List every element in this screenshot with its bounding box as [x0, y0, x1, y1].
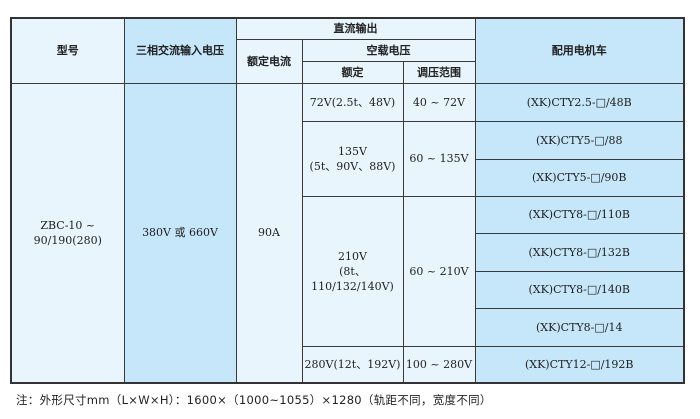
rated-voltage-cell: 210V (8t、110/132/140V): [301, 195, 404, 347]
header-dc-output: 直流输出: [235, 17, 476, 40]
spec-table: 型号 三相交流输入电压 直流输出 配用电机车 额定电流 空载电压 额定 调压范围…: [10, 17, 685, 384]
header-rated: 额定: [301, 60, 404, 84]
dimension-note: 注：外形尺寸mm（L×W×H）：1600×（1000~1055）×1280（轨距…: [16, 393, 492, 407]
rated-voltage-cell: 280V(12t、192V): [301, 345, 404, 384]
header-model: 型号: [10, 17, 125, 84]
rated-voltage: 72V(2.5t、48V): [309, 95, 396, 109]
rated-voltage-cell: 135V (5t、90V、88V): [301, 120, 404, 197]
rated-voltage-detail: (5t、90V、88V): [309, 159, 396, 173]
rated-voltage: 210V: [338, 249, 367, 263]
header-input-voltage: 三相交流输入电压: [123, 17, 237, 84]
model-cell: ZBC-10 ~ 90/190(280): [10, 82, 125, 384]
header-regulation-range: 调压范围: [402, 60, 476, 84]
header-rated-current: 额定电流: [235, 38, 303, 84]
vehicle-cell: (XK)CTY8-□/110B: [474, 195, 685, 234]
vehicle-cell: (XK)CTY8-□/140B: [474, 270, 685, 309]
range-cell: 40 ~ 72V: [402, 82, 476, 122]
rated-voltage: 135V: [338, 144, 367, 158]
header-matching-vehicle: 配用电机车: [474, 17, 685, 84]
range-cell: 60 ~ 135V: [402, 120, 476, 197]
vehicle-cell: (XK)CTY5-□/90B: [474, 158, 685, 197]
rated-voltage-cell: 72V(2.5t、48V): [301, 82, 404, 122]
range-cell: 100 ~ 280V: [402, 345, 476, 384]
vehicle-cell: (XK)CTY8-□/132B: [474, 232, 685, 272]
rated-voltage-detail: (8t、110/132/140V): [311, 264, 394, 293]
vehicle-cell: (XK)CTY2.5-□/48B: [474, 82, 685, 122]
header-no-load-voltage: 空载电压: [301, 38, 476, 62]
input-voltage-cell: 380V 或 660V: [123, 82, 237, 384]
rated-current-cell: 90A: [235, 82, 303, 384]
vehicle-cell: (XK)CTY5-□/88: [474, 120, 685, 160]
rated-voltage: 280V(12t、192V): [304, 357, 401, 371]
range-cell: 60 ~ 210V: [402, 195, 476, 347]
vehicle-cell: (XK)CTY12-□/192B: [474, 345, 685, 384]
vehicle-cell: (XK)CTY8-□/14: [474, 307, 685, 347]
